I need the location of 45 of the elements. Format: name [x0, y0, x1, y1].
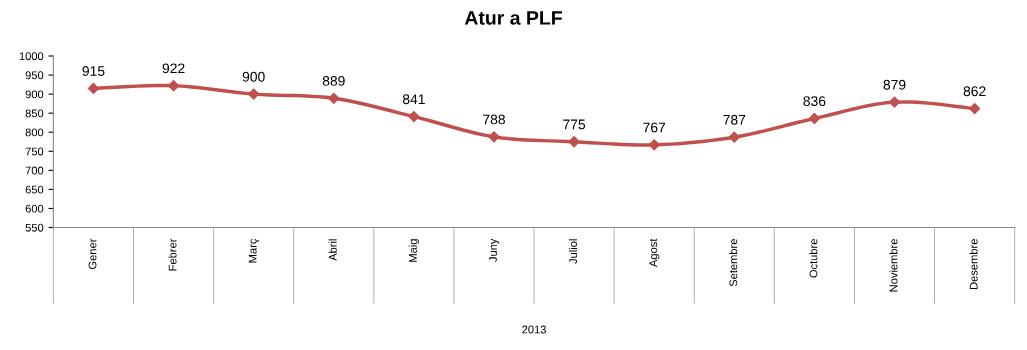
- data-label: 775: [563, 119, 586, 130]
- y-tick-label: 800: [25, 128, 44, 137]
- x-tick-label: Setembre: [729, 239, 738, 287]
- x-tick-label: Març: [248, 238, 259, 263]
- x-tick-label: Maig: [408, 239, 420, 262]
- point: [408, 110, 420, 123]
- data-label: 862: [963, 86, 986, 97]
- x-tick-label: Desembre: [969, 239, 978, 289]
- x-tick-label: Agost: [649, 238, 660, 267]
- data-label: 915: [82, 66, 105, 76]
- y-tick-label: 1000: [19, 52, 44, 61]
- point: [648, 139, 660, 151]
- data-label: 787: [723, 114, 746, 125]
- y-tick-label: 700: [25, 166, 44, 175]
- x-axis-title: 2013: [522, 325, 546, 334]
- point: [808, 112, 821, 125]
- y-tick-label: 650: [25, 185, 44, 194]
- y-tick-label: 950: [25, 71, 44, 80]
- y-tick-label: 900: [25, 90, 44, 99]
- y-tick-label: 750: [25, 147, 44, 156]
- x-tick-label: Gener: [88, 238, 97, 269]
- data-label: 767: [643, 122, 666, 133]
- point: [328, 92, 340, 104]
- y-tick-label: 550: [25, 223, 44, 232]
- data-label: 836: [803, 96, 826, 107]
- x-tick-label: Febrer: [168, 238, 177, 271]
- data-label: 900: [242, 71, 265, 82]
- data-label: 889: [322, 76, 345, 86]
- point: [568, 136, 580, 148]
- x-tick-label: Juliol: [568, 239, 578, 264]
- y-tick-label: 600: [25, 204, 44, 213]
- point: [728, 131, 740, 143]
- y-tick-label: 850: [25, 109, 44, 118]
- point: [248, 88, 260, 100]
- data-label: 841: [402, 94, 425, 105]
- x-tick-label: Octubre: [809, 239, 818, 278]
- data-label: 922: [162, 63, 185, 74]
- data-label: 879: [883, 79, 906, 90]
- data-label: 788: [483, 114, 505, 125]
- x-tick-label: Juny: [489, 238, 500, 262]
- point: [969, 102, 981, 115]
- chart-title: Atur a PLF: [464, 11, 562, 25]
- x-tick-label: Abril: [328, 239, 337, 261]
- point: [488, 131, 500, 143]
- x-tick-label: Noviembre: [889, 239, 898, 292]
